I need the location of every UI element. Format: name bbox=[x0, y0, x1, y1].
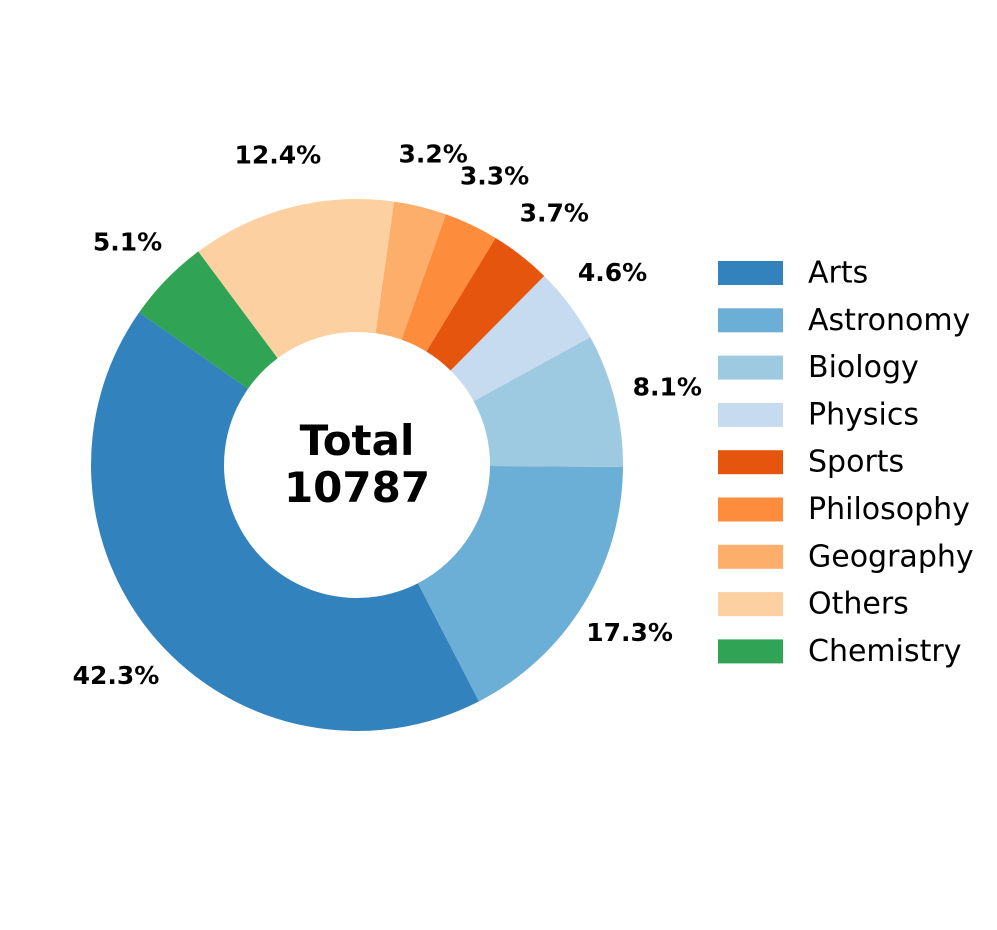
percent-labels-group: 42.3% 17.3% 8.1% 4.6% 3.7% 3.3%3.2% 12.4% 5.1% bbox=[73, 140, 702, 690]
legend-label-biology: Biology bbox=[808, 350, 919, 385]
legend-label-sports: Sports bbox=[808, 445, 904, 480]
percent-label-sports: 3.7% bbox=[520, 199, 589, 228]
legend-swatch-chemistry bbox=[718, 639, 783, 664]
slice-biology bbox=[473, 337, 623, 468]
slice-arts bbox=[91, 312, 479, 731]
legend-label-philosophy: Philosophy bbox=[808, 492, 970, 527]
legend-label-physics: Physics bbox=[808, 397, 919, 432]
legend-label-others: Others bbox=[808, 587, 909, 622]
legend-swatch-astronomy bbox=[718, 308, 783, 333]
slices-group bbox=[91, 199, 623, 731]
legend-swatch-sports bbox=[718, 450, 783, 475]
slice-physics bbox=[450, 275, 591, 402]
slice-astronomy bbox=[417, 466, 623, 702]
percent-label-philosophy: 3.3% bbox=[460, 162, 529, 191]
legend-swatch-others bbox=[718, 592, 783, 617]
legend: Arts Astronomy Biology Physics Sports Philoso… bbox=[718, 256, 974, 669]
percent-label-chemistry: 5.1% bbox=[93, 227, 162, 256]
legend-label-arts: Arts bbox=[808, 256, 868, 291]
legend-swatch-biology bbox=[718, 355, 783, 380]
percent-label-arts: 42.3% bbox=[73, 661, 160, 690]
legend-swatch-geography bbox=[718, 544, 783, 569]
percent-label-biology: 8.1% bbox=[633, 372, 702, 401]
legend-label-astronomy: Astronomy bbox=[808, 303, 970, 338]
center-label-value: 10787 bbox=[284, 463, 430, 512]
legend-swatch-arts bbox=[718, 261, 783, 285]
center-label-total: Total bbox=[300, 416, 415, 465]
slice-others bbox=[198, 199, 395, 359]
legend-swatch-philosophy bbox=[718, 497, 783, 522]
percent-label-others: 12.4% bbox=[234, 140, 321, 169]
legend-swatch-physics bbox=[718, 402, 783, 427]
percent-label-astronomy: 17.3% bbox=[586, 618, 673, 647]
legend-label-chemistry: Chemistry bbox=[808, 634, 961, 669]
slice-chemistry bbox=[139, 251, 278, 389]
slice-sports bbox=[426, 237, 545, 371]
percent-label-physics: 4.6% bbox=[578, 258, 647, 287]
slice-geography bbox=[375, 201, 446, 340]
slice-philosophy bbox=[401, 214, 496, 352]
percent-label-geography: 3.2% bbox=[398, 140, 467, 169]
legend-label-geography: Geography bbox=[808, 539, 974, 574]
